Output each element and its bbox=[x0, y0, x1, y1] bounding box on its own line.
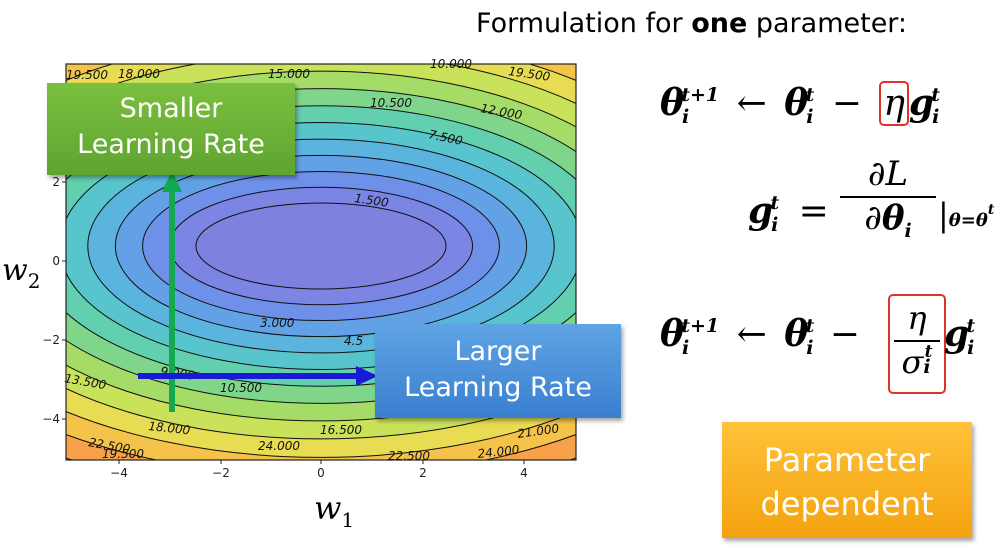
vertical-arrow-head bbox=[162, 170, 182, 192]
x-tick: −2 bbox=[212, 466, 230, 480]
contour-label: 10.500 bbox=[220, 381, 262, 395]
smaller-learning-rate-callout: Smaller Learning Rate bbox=[47, 83, 295, 175]
contour-label: 18.000 bbox=[118, 67, 160, 81]
tick-marks bbox=[62, 181, 525, 464]
y-tick: −2 bbox=[42, 333, 60, 347]
contour-band bbox=[196, 203, 446, 289]
x-tick: 2 bbox=[419, 466, 427, 480]
larger-line1: Larger bbox=[454, 336, 542, 367]
contour-labels: 19.500 18.000 15.000 10.000 19.500 10.50… bbox=[63, 57, 560, 463]
gradient-evaluation: |θ=θt bbox=[938, 196, 995, 234]
param-line1: Parameter bbox=[763, 441, 931, 479]
contour-label: 24.000 bbox=[477, 443, 521, 461]
contour-line bbox=[66, 64, 576, 458]
contour-line bbox=[66, 122, 576, 370]
x-tick: 0 bbox=[317, 466, 325, 480]
contour-line bbox=[195, 202, 447, 290]
contour-line bbox=[66, 88, 576, 404]
contour-label: 10.500 bbox=[370, 96, 412, 110]
contour-label: 18.000 bbox=[148, 419, 192, 437]
contour-label: 10.000 bbox=[430, 57, 472, 71]
horizontal-arrow-head bbox=[356, 366, 378, 386]
update-rule-equation: θit+1 ← θit − η git bbox=[660, 81, 941, 128]
larger-line2: Learning Rate bbox=[404, 372, 592, 403]
contour-label: 1.500 bbox=[354, 191, 390, 210]
smaller-line2: Learning Rate bbox=[77, 129, 265, 160]
smaller-line1: Smaller bbox=[119, 93, 223, 124]
contour-label: 15.000 bbox=[268, 67, 310, 81]
contour-label: 22.500 bbox=[388, 449, 430, 463]
formulation-heading: Formulation for one parameter: bbox=[476, 8, 908, 39]
y-tick: 2 bbox=[52, 175, 60, 189]
contour-label: 4.5 bbox=[344, 334, 363, 348]
gradient-term: git bbox=[944, 313, 976, 359]
parameter-dependent-callout: Parameter dependent bbox=[722, 422, 972, 538]
y-tick: 0 bbox=[52, 254, 60, 268]
contour-label: 19.500 bbox=[102, 447, 144, 461]
y-tick: −4 bbox=[42, 412, 60, 426]
contour-label: 16.500 bbox=[320, 423, 362, 437]
contour-line bbox=[114, 154, 528, 338]
contour-line bbox=[66, 70, 576, 422]
larger-learning-rate-callout: Larger Learning Rate bbox=[375, 324, 621, 418]
y-axis-label: w2 bbox=[2, 253, 40, 293]
gradient-fraction: ∂L ∂θi bbox=[840, 154, 936, 242]
x-tick: −4 bbox=[110, 466, 128, 480]
contour-lines bbox=[66, 64, 576, 460]
param-line2: dependent bbox=[760, 485, 934, 523]
contour-line bbox=[142, 170, 500, 322]
eta-over-sigma-box: η σit bbox=[888, 294, 946, 394]
contour-label: 19.500 bbox=[66, 68, 108, 82]
axis-ticks: −4 −2 0 2 4 2 0 −2 −4 bbox=[42, 175, 528, 480]
contour-line bbox=[66, 64, 576, 440]
x-axis-label: w1 bbox=[314, 489, 354, 532]
adaptive-update-equation: θit+1 ← θit − bbox=[660, 313, 860, 359]
x-tick: 4 bbox=[520, 466, 528, 480]
contour-line bbox=[66, 105, 576, 387]
gradient-equation: git = bbox=[748, 190, 829, 236]
contour-label: 21.000 bbox=[516, 421, 560, 441]
contour-label: 3.000 bbox=[260, 316, 295, 330]
contour-line bbox=[87, 138, 555, 354]
eta-highlight-box: η bbox=[879, 81, 909, 126]
contour-label: 24.000 bbox=[258, 439, 300, 453]
contour-label: 19.500 bbox=[508, 64, 552, 84]
